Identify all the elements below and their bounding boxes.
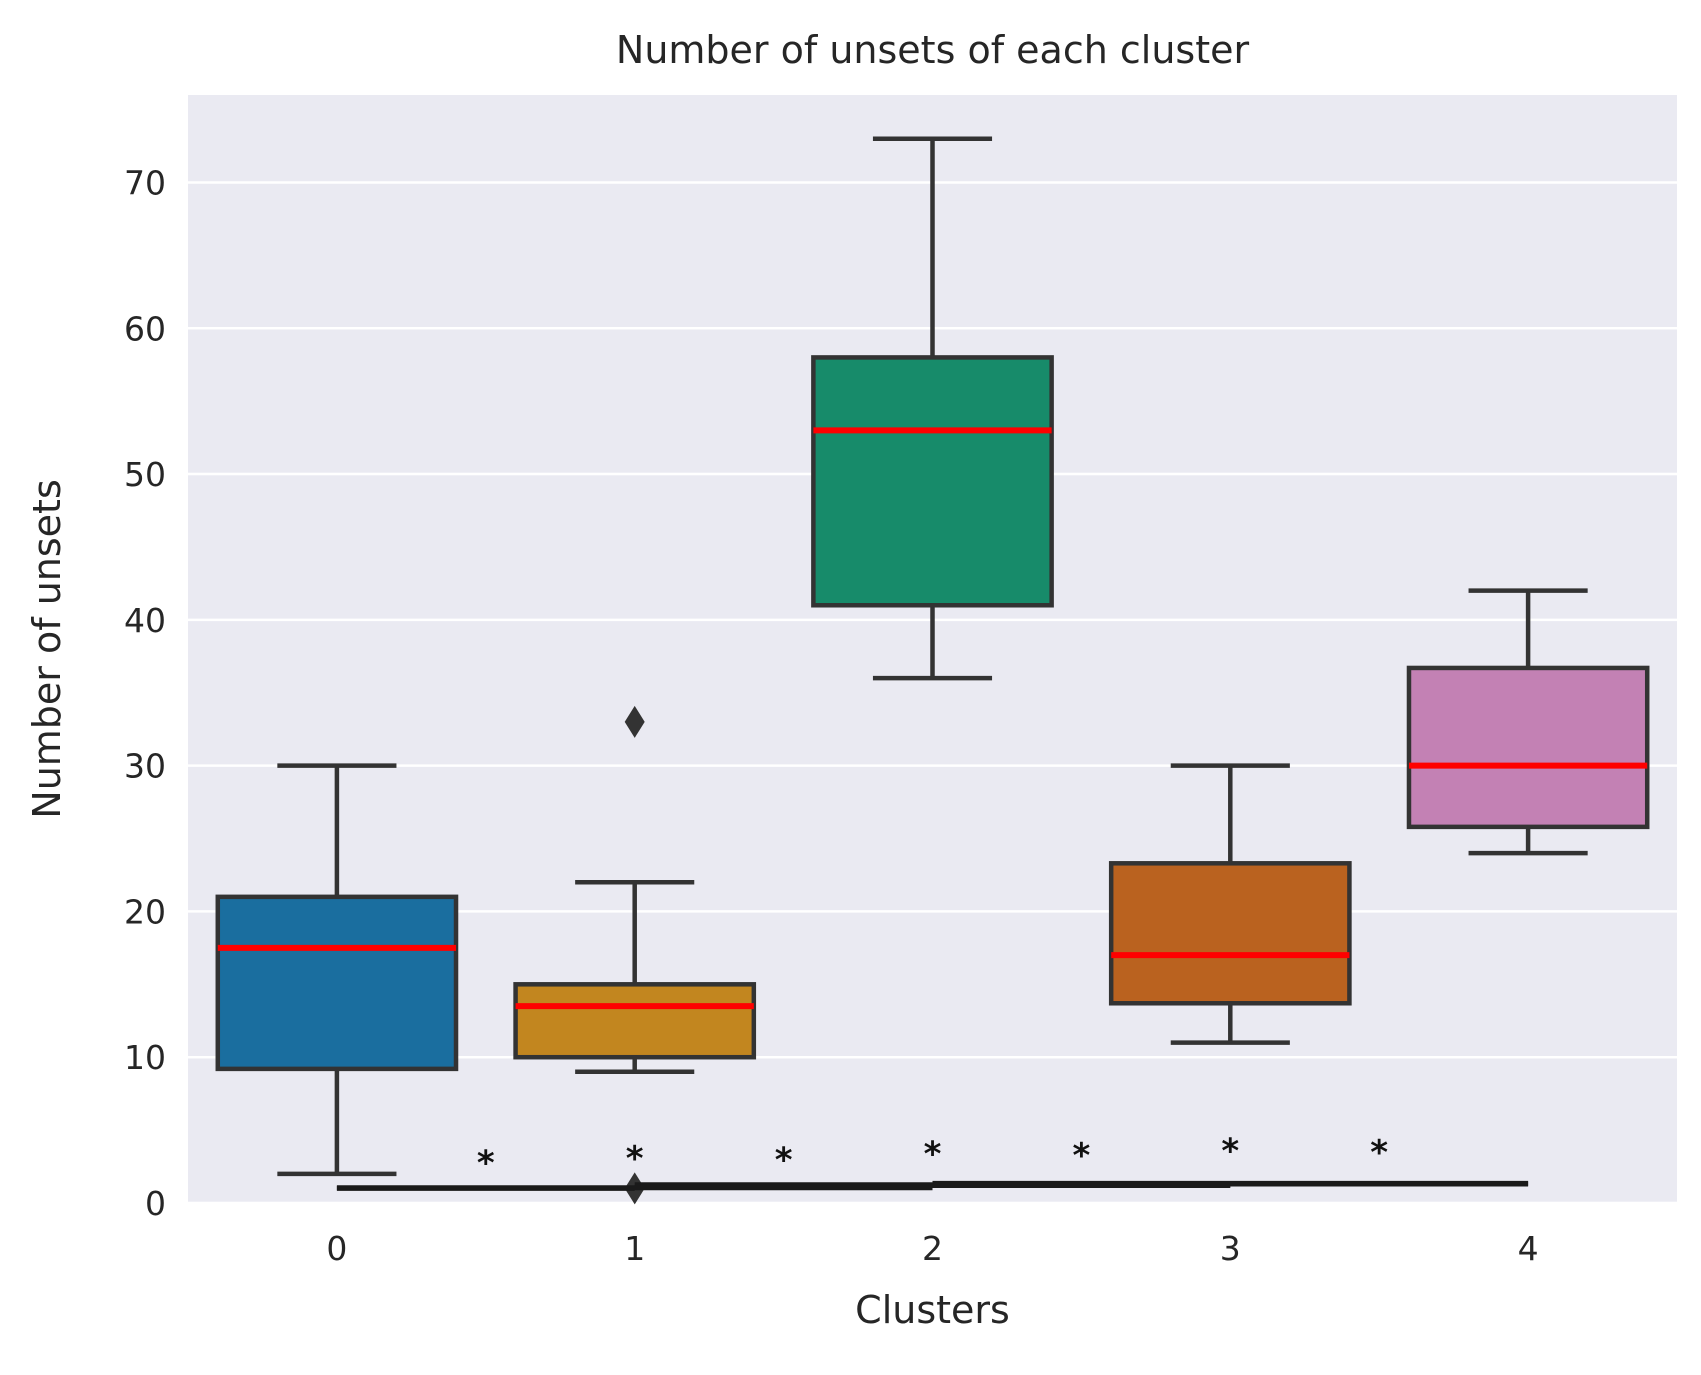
box-body (811, 355, 1054, 608)
x-tick-label: 0 (326, 1229, 347, 1268)
box-group (1108, 763, 1352, 1045)
box-body (1108, 861, 1352, 1006)
significance-star: * (924, 1135, 942, 1175)
x-tick-label: 2 (922, 1229, 943, 1268)
y-tick-label: 40 (124, 601, 166, 640)
y-axis-ticks: 0 10 20 30 40 50 60 70 (124, 163, 166, 1223)
box-body (215, 894, 459, 1072)
y-tick-label: 30 (124, 747, 166, 786)
significance-star: * (626, 1139, 644, 1179)
x-tick-label: 1 (624, 1229, 645, 1268)
significance-star: * (1221, 1132, 1239, 1172)
y-axis-label: Number of unsets (25, 479, 69, 818)
box-group (1406, 588, 1650, 856)
outlier-marker (624, 705, 645, 738)
box-group (215, 763, 459, 1177)
y-tick-label: 0 (145, 1184, 166, 1223)
x-tick-label: 3 (1220, 1229, 1241, 1268)
box-group (513, 705, 757, 1205)
y-tick-label: 20 (124, 892, 166, 931)
y-tick-label: 70 (124, 163, 166, 202)
box-series (215, 136, 1650, 1205)
significance-star: * (477, 1143, 495, 1183)
box-group (811, 136, 1054, 681)
y-tick-label: 50 (124, 455, 166, 494)
significance-star: * (775, 1140, 793, 1180)
x-axis-label: Clusters (855, 1288, 1010, 1332)
box-body (513, 982, 757, 1060)
y-tick-label: 60 (124, 309, 166, 348)
significance-star: * (1073, 1136, 1091, 1176)
significance-annotations: * * * * * * * (336, 1132, 1529, 1191)
box-body (1406, 665, 1650, 830)
x-axis-ticks: 0 1 2 3 4 (326, 1229, 1538, 1268)
y-tick-label: 10 (124, 1038, 166, 1077)
significance-star: * (1370, 1133, 1388, 1173)
chart-title: Number of unsets of each cluster (616, 28, 1250, 72)
x-tick-label: 4 (1518, 1229, 1539, 1268)
